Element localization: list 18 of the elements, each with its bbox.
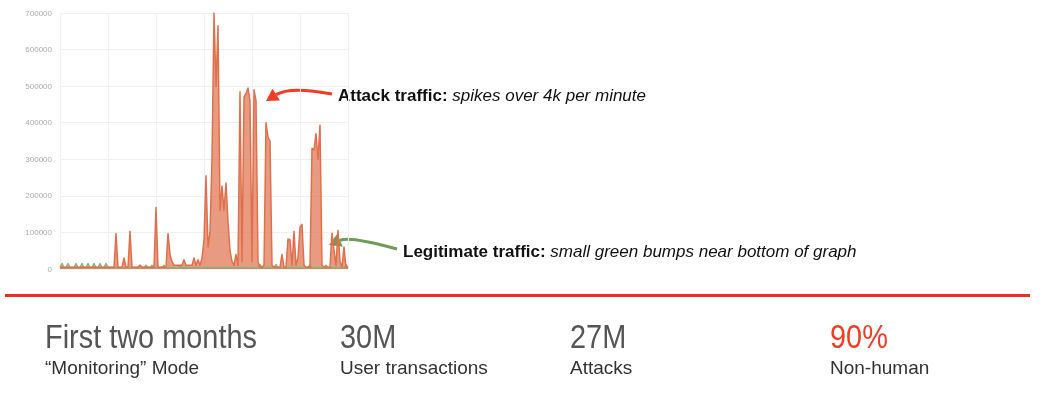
y-tick-label: 200000: [25, 191, 53, 201]
text: User transactions: [340, 356, 488, 380]
y-tick-label: 0: [47, 264, 53, 274]
text: 30M: [340, 316, 398, 356]
text: 90%: [830, 316, 889, 356]
y-tick-label: 700000: [25, 8, 53, 18]
annotation: Attack traffic: spikes over 4k per minute: [338, 86, 646, 105]
y-tick-label: 300000: [25, 154, 53, 164]
text: “Monitoring” Mode: [45, 356, 201, 380]
y-tick-label: 600000: [25, 45, 53, 55]
text: Legitimate traffic: small green bumps near bottom of graph: [403, 242, 857, 261]
text: First two months: [45, 316, 257, 356]
text: Attacks: [570, 356, 634, 380]
text: 27M: [570, 316, 627, 356]
y-tick-label: 100000: [25, 227, 53, 237]
text: Non-human: [830, 356, 930, 380]
y-tick-label: 400000: [25, 118, 53, 128]
y-tick-label: 500000: [25, 81, 53, 91]
